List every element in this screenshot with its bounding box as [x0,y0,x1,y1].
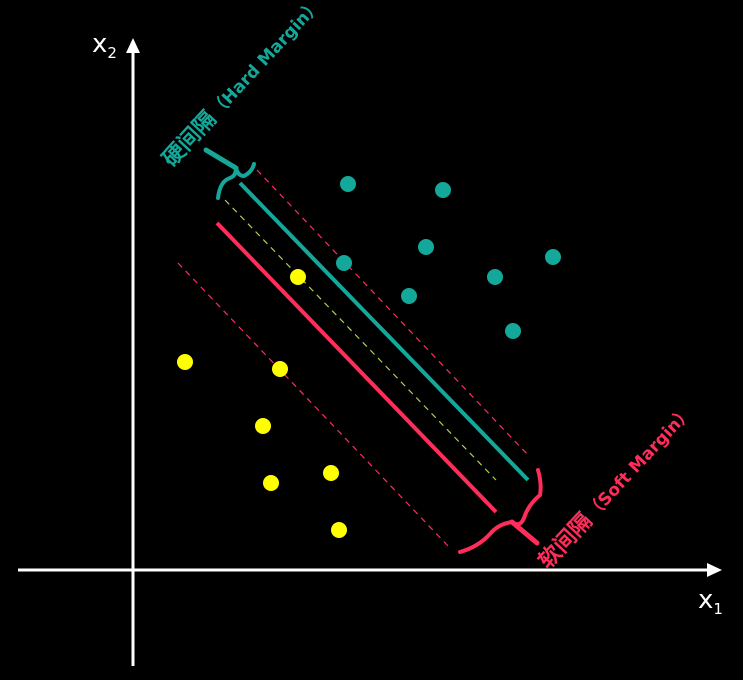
soft-margin-label-en: （Soft Margin） [582,402,697,523]
hard-margin-label: 硬间隔 （Hard Margin） [158,0,326,172]
soft-margin-label-cn: 软间隔 [533,508,597,574]
hard-margin-label-en: （Hard Margin） [206,0,326,121]
data-point [263,475,279,491]
soft-margin-outer-dashed [177,262,451,549]
y-axis-arrow [126,38,140,53]
data-point [336,255,352,271]
hard-margin-line [238,181,530,482]
hard-margin-label-cn: 硬间隔 [158,107,221,172]
x-axis-arrow [707,563,722,577]
data-point [331,522,347,538]
soft-margin-brace [458,468,543,554]
data-point [418,239,434,255]
x-axis-label: x1 [698,585,723,618]
y-axis-label: x2 [92,29,117,62]
negative-class-points [177,269,347,538]
margin-boundaries [177,169,529,549]
data-point [340,176,356,192]
data-point [177,354,193,370]
data-point [323,465,339,481]
data-point [255,418,271,434]
hard-margin-outer-dashed [256,169,529,456]
soft-margin-line [215,221,498,514]
hard-margin-brace [203,147,256,200]
axes: x1 x2 [18,29,723,666]
soft-margin-label: 软间隔 （Soft Margin） [533,402,697,574]
data-point [435,182,451,198]
data-point [487,269,503,285]
data-point [401,288,417,304]
margin-lines [215,181,530,514]
data-point [272,361,288,377]
positive-class-points [336,176,561,339]
data-point [290,269,306,285]
data-point [545,249,561,265]
center-decision-line [224,199,497,481]
data-point [505,323,521,339]
